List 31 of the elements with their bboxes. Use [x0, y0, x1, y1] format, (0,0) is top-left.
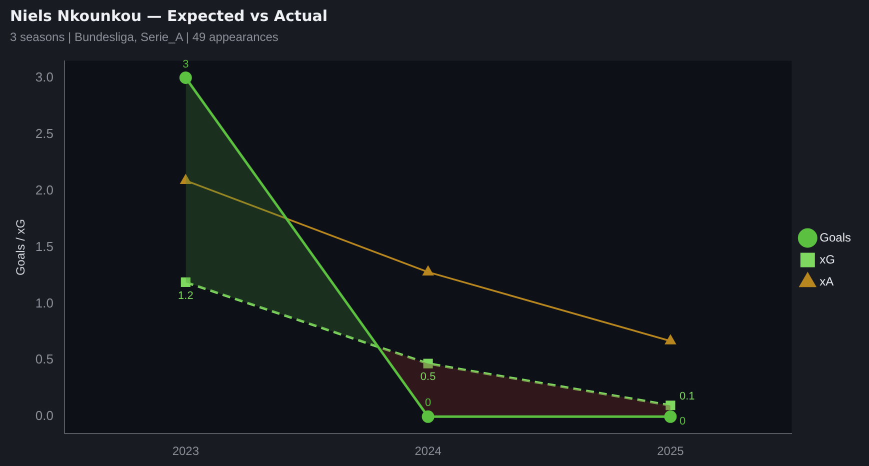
y-tick-label: 3.0 — [35, 69, 54, 84]
y-tick-label: 2.0 — [35, 182, 54, 198]
data-label: 3 — [182, 58, 189, 70]
point — [664, 410, 677, 423]
y-axis-title: Goals / xG — [14, 218, 28, 276]
point — [666, 400, 676, 410]
x-tick-label: 2023 — [172, 444, 200, 458]
x-tick-label: 2024 — [414, 444, 442, 458]
legend-label: Goals — [820, 230, 852, 244]
point — [665, 335, 676, 344]
x-tick-label: 2025 — [657, 444, 684, 458]
y-tick-label: 0.0 — [35, 408, 54, 424]
data-label: 0.1 — [679, 390, 695, 402]
y-tick-label: 1.0 — [35, 295, 54, 310]
point — [179, 71, 192, 84]
chart-subtitle: 3 seasons | Bundesliga, Serie_A | 49 appearances — [10, 30, 278, 44]
legend-label: xA — [820, 274, 834, 288]
data-label: 0 — [425, 397, 432, 410]
y-tick-label: 0.5 — [35, 352, 54, 367]
legend-label: xG — [820, 252, 835, 266]
y-tick-label: 1.5 — [35, 238, 54, 254]
point — [422, 410, 434, 423]
data-label: 0.5 — [420, 371, 436, 384]
point — [423, 358, 433, 368]
data-label: 0 — [679, 416, 686, 428]
data-label: 1.2 — [178, 290, 194, 302]
point — [180, 174, 191, 184]
y-tick-label: 2.5 — [35, 126, 54, 141]
chart-title: Niels Nkounkou — Expected vs Actual — [10, 7, 328, 25]
point — [180, 277, 190, 288]
point — [422, 266, 434, 276]
